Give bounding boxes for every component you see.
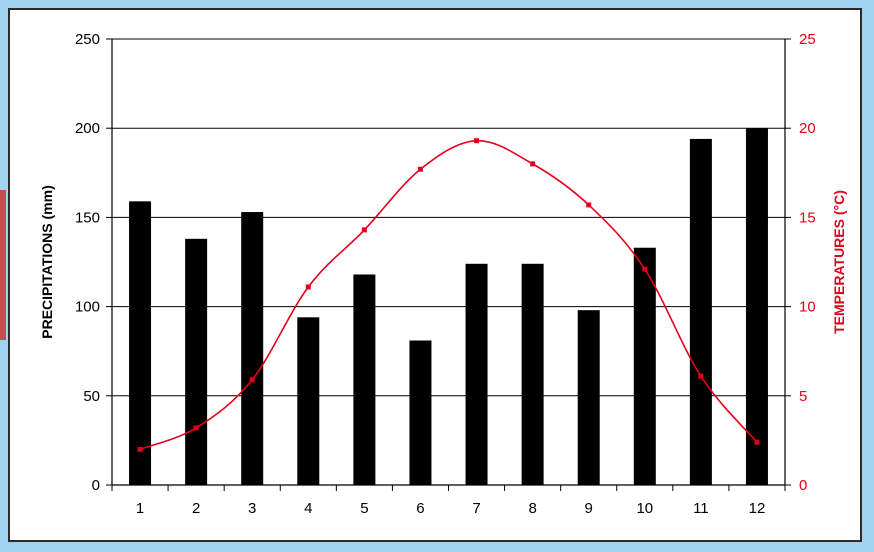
x-tick-label: 12 bbox=[749, 500, 766, 517]
left-edge-decoration bbox=[0, 190, 6, 340]
right-axis-ticks: 0 5 10 15 20 25 bbox=[785, 31, 816, 494]
left-tick-label: 200 bbox=[75, 120, 100, 137]
temperature-point bbox=[361, 227, 367, 233]
precipitation-bar bbox=[577, 310, 600, 485]
temperature-point bbox=[417, 166, 423, 172]
x-tick-label: 5 bbox=[360, 500, 368, 517]
precipitation-bar bbox=[633, 247, 656, 485]
left-tick-label: 50 bbox=[83, 388, 100, 405]
left-tick-label: 250 bbox=[75, 31, 100, 48]
temperature-point bbox=[137, 446, 143, 452]
right-tick-label: 0 bbox=[799, 477, 807, 494]
temperature-point bbox=[586, 202, 592, 208]
x-tick-label: 4 bbox=[304, 500, 312, 517]
x-tick-label: 7 bbox=[472, 500, 480, 517]
precipitation-bar bbox=[129, 201, 152, 485]
precipitation-bar bbox=[297, 317, 320, 485]
temperature-point bbox=[754, 439, 760, 445]
x-tick-label: 2 bbox=[192, 500, 200, 517]
right-tick-label: 15 bbox=[799, 209, 816, 226]
precipitation-bar bbox=[465, 263, 488, 485]
x-tick-label: 10 bbox=[636, 500, 653, 517]
precipitation-bar bbox=[521, 263, 544, 485]
left-tick-label: 150 bbox=[75, 209, 100, 226]
precipitation-bars bbox=[129, 128, 768, 486]
axes bbox=[111, 39, 786, 486]
precipitation-bar bbox=[241, 212, 264, 485]
right-tick-label: 10 bbox=[799, 299, 816, 316]
x-tick-label: 1 bbox=[136, 500, 144, 517]
x-axis-ticks: 1 2 3 4 5 6 7 8 9 10 11 12 bbox=[111, 485, 786, 517]
right-tick-label: 20 bbox=[799, 120, 816, 137]
temperature-point bbox=[249, 377, 255, 383]
temperature-point bbox=[305, 284, 311, 290]
precipitation-bar bbox=[689, 138, 712, 486]
precipitation-bar bbox=[185, 238, 208, 485]
precipitation-bar bbox=[409, 340, 432, 485]
left-axis-title: PRECIPITATIONS (mm) bbox=[39, 185, 55, 339]
x-tick-label: 9 bbox=[585, 500, 593, 517]
temperature-curve bbox=[139, 139, 758, 451]
x-tick-label: 6 bbox=[416, 500, 424, 517]
precipitation-bar bbox=[745, 128, 768, 485]
x-tick-label: 8 bbox=[528, 500, 536, 517]
gridlines bbox=[112, 38, 785, 397]
right-tick-label: 5 bbox=[799, 388, 807, 405]
precipitation-bar bbox=[353, 274, 376, 485]
left-tick-label: 100 bbox=[75, 299, 100, 316]
temperature-point bbox=[642, 266, 648, 272]
right-axis-title: TEMPERATURES (°C) bbox=[831, 190, 847, 334]
chart-frame: 0 50 100 150 200 250 0 5 10 15 20 25 1 2 3 4 5 6 7 8 9 10 11… bbox=[8, 8, 862, 542]
temperature-point bbox=[474, 138, 480, 144]
temperature-point bbox=[530, 161, 536, 167]
temperature-point bbox=[698, 373, 704, 379]
x-tick-label: 11 bbox=[693, 500, 709, 517]
temperature-point bbox=[193, 425, 199, 431]
temperature-line bbox=[137, 138, 760, 452]
left-axis-ticks: 0 50 100 150 200 250 bbox=[75, 31, 112, 494]
right-tick-label: 25 bbox=[799, 31, 816, 48]
left-tick-label: 0 bbox=[92, 477, 100, 494]
x-tick-label: 3 bbox=[248, 500, 256, 517]
